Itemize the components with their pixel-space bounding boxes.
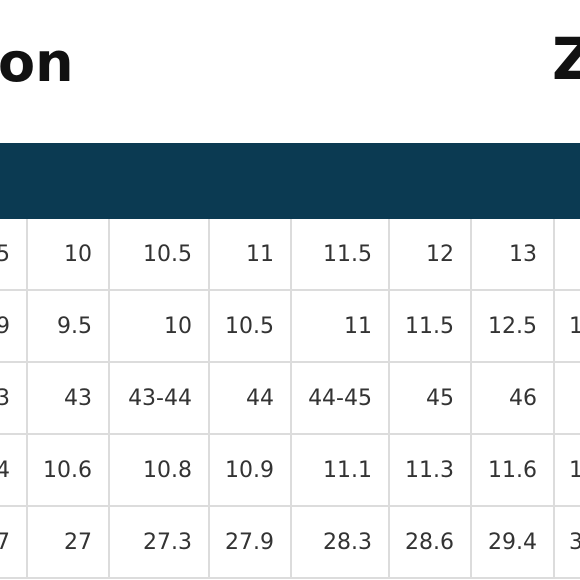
table-cell: 43-44 (110, 363, 210, 435)
table-cell: 11.3 (390, 435, 472, 507)
cell-text: 10.5 (143, 241, 192, 267)
table-cell (555, 219, 580, 291)
table-cell: 27.9 (210, 507, 292, 579)
cell-text: 11.5 (323, 241, 372, 267)
cell-text: 1 (569, 457, 580, 483)
table-cell: 7 (0, 507, 28, 579)
table-cell: 1 (555, 291, 580, 363)
table-cell: 45 (390, 363, 472, 435)
table-cell: 1 (555, 435, 580, 507)
table-cell: 28.3 (292, 507, 390, 579)
cell-text: 7 (0, 529, 10, 555)
cell-text: 10 (64, 241, 92, 267)
table-cell: 12 (390, 219, 472, 291)
table-cell: 29.4 (472, 507, 555, 579)
cell-text: 11 (246, 241, 274, 267)
cell-text: 11 (344, 313, 372, 339)
table-cell: 44 (210, 363, 292, 435)
cell-text: 3 (569, 529, 580, 555)
cell-text: 3 (0, 385, 10, 411)
table-cell (555, 363, 580, 435)
table-cell: 3 (0, 363, 28, 435)
table-cell: 4 (0, 435, 28, 507)
cell-text: 28.3 (323, 529, 372, 555)
cell-text: 11.5 (405, 313, 454, 339)
cell-text: 12 (426, 241, 454, 267)
table-cell: 11.6 (472, 435, 555, 507)
table-cell: 10 (110, 291, 210, 363)
cell-text: 11.3 (405, 457, 454, 483)
cell-text: 11.6 (488, 457, 537, 483)
table-cell: 10.6 (28, 435, 110, 507)
cell-text: 10.5 (225, 313, 274, 339)
title: on (0, 31, 74, 94)
cell-text: 10 (164, 313, 192, 339)
table-cell: 27 (28, 507, 110, 579)
table-cell: 9 (0, 291, 28, 363)
table-cell: 27.3 (110, 507, 210, 579)
cell-text: 11.1 (323, 457, 372, 483)
table-cell: 12.5 (472, 291, 555, 363)
table-cell: 11.1 (292, 435, 390, 507)
cell-text: 13 (509, 241, 537, 267)
cell-text: 10.9 (225, 457, 274, 483)
table-cell: 11.5 (292, 219, 390, 291)
cell-text: 12.5 (488, 313, 537, 339)
cell-text: 44-45 (308, 385, 372, 411)
cell-text: 29.4 (488, 529, 537, 555)
table-cell: 3 (555, 507, 580, 579)
table-cell: 28.6 (390, 507, 472, 579)
cell-text: 43 (64, 385, 92, 411)
table-cell: 11.5 (390, 291, 472, 363)
table-cell: 44-45 (292, 363, 390, 435)
header-band (0, 143, 580, 219)
cell-text: 9.5 (57, 313, 92, 339)
cell-text: 9 (0, 313, 10, 339)
table-cell: 11 (210, 219, 292, 291)
cell-text: 10.8 (143, 457, 192, 483)
size-table: 5 10 10.5 11 11.5 12 13 9 9.5 10 10.5 11 11.5 12.5 1 3 4… (0, 219, 580, 580)
table-cell: 10 (28, 219, 110, 291)
table-cell: 10.9 (210, 435, 292, 507)
cell-text: 45 (426, 385, 454, 411)
cell-text: 46 (509, 385, 537, 411)
table-cell: 13 (472, 219, 555, 291)
cell-text: 27.9 (225, 529, 274, 555)
cell-text: 43-44 (128, 385, 192, 411)
cell-text: 27.3 (143, 529, 192, 555)
cell-text: 44 (246, 385, 274, 411)
table-cell: 10.5 (210, 291, 292, 363)
table-cell: 5 (0, 219, 28, 291)
table-cell: 10.5 (110, 219, 210, 291)
cell-text: 27 (64, 529, 92, 555)
table-cell: 11 (292, 291, 390, 363)
table-cell: 10.8 (110, 435, 210, 507)
cell-text: 28.6 (405, 529, 454, 555)
cell-text: 4 (0, 457, 10, 483)
cell-text: 10.6 (43, 457, 92, 483)
table-cell: 43 (28, 363, 110, 435)
table-cell: 9.5 (28, 291, 110, 363)
table-cell: 46 (472, 363, 555, 435)
cell-text: 1 (569, 313, 580, 339)
cell-text: 5 (0, 241, 10, 267)
right-title: Z (552, 25, 580, 93)
